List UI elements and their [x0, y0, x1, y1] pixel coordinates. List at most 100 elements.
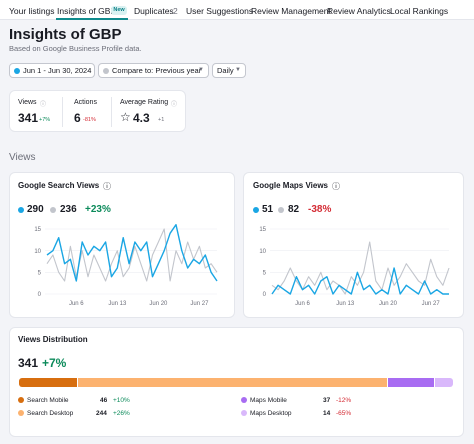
y-tick-label: 0 [38, 292, 42, 298]
x-tick-label: Jun 27 [422, 301, 441, 307]
distribution-stacked-bar [19, 378, 453, 387]
x-tick-label: Jun 27 [190, 301, 209, 307]
y-tick-label: 5 [263, 271, 267, 277]
x-tick-label: Jun 13 [108, 301, 127, 307]
y-tick-label: 15 [259, 227, 266, 233]
tab-duplicates[interactable]: Duplicates [134, 6, 174, 16]
search-mobile-segment [19, 378, 78, 387]
y-tick-label: 0 [263, 292, 267, 298]
maps-desktop-swatch-icon [241, 410, 247, 417]
summary-card: Views ⓘ 341 +7% Actions 6 -81% Average R… [9, 90, 186, 132]
maps-current-value: 51 [262, 204, 274, 215]
x-tick-label: Jun 13 [336, 301, 355, 307]
tab-bar: Your listings Insights of GBP New Duplic… [0, 0, 474, 20]
maps-mobile-segment [388, 378, 436, 387]
duplicates-count: 2 [173, 6, 178, 16]
previous-series-line [46, 228, 218, 282]
info-icon[interactable]: ⓘ [332, 182, 340, 191]
tab-user-suggestions[interactable]: User Suggestions [186, 6, 254, 16]
maps-mobile-value: 37 [323, 397, 331, 404]
new-badge: New [111, 6, 127, 15]
chevron-down-icon: ▼ [198, 67, 204, 73]
views-value: 341 [18, 111, 39, 125]
active-tab-indicator [56, 18, 128, 20]
date-range-picker[interactable]: Jun 1 - Jun 30, 2024 [9, 63, 95, 78]
rating-label: Average Rating [120, 99, 169, 106]
legend-maps-mobile: Maps Mobile [241, 397, 287, 404]
search-mobile-value: 46 [100, 397, 108, 404]
search-card-title: Google Search Views [18, 181, 100, 190]
actions-value: 6 [74, 111, 81, 125]
distribution-title: Views Distribution [18, 335, 88, 344]
info-icon[interactable]: ⓘ [40, 102, 47, 108]
search-current-value: 290 [27, 204, 44, 215]
rating-value: 4.3 [133, 111, 150, 125]
tab-review-analytics[interactable]: Review Analytics [327, 6, 391, 16]
maps-previous-value: 82 [288, 204, 300, 215]
search-previous-value: 236 [60, 204, 77, 215]
search-desktop-swatch-icon [18, 410, 24, 417]
previous-dot-icon [50, 207, 56, 213]
maps-card-title: Google Maps Views [253, 181, 328, 190]
page-subtitle: Based on Google Business Profile data. [9, 44, 142, 53]
compare-label: Compare to: Previous year [112, 66, 202, 75]
tab-your-listings[interactable]: Your listings [9, 6, 55, 16]
x-tick-label: Jun 6 [295, 301, 310, 307]
maps-mobile-swatch-icon [241, 397, 247, 404]
tab-review-management[interactable]: Review Management [251, 6, 331, 16]
maps-desktop-delta: -65% [336, 410, 352, 417]
search-mobile-delta: +10% [113, 397, 130, 404]
info-icon[interactable]: ⓘ [103, 182, 111, 191]
previous-dot-icon [278, 207, 284, 213]
current-period-dot-icon [14, 68, 20, 75]
search-delta: +23% [85, 204, 111, 215]
current-series-line [46, 223, 218, 282]
y-tick-label: 15 [34, 227, 41, 233]
search-desktop-segment [77, 378, 389, 387]
current-dot-icon [18, 207, 24, 213]
legend-search-mobile: Search Mobile [18, 397, 69, 404]
tab-insights-of-gbp[interactable]: Insights of GBP [57, 6, 117, 16]
maps-desktop-segment [435, 378, 453, 387]
maps-delta: -38% [308, 204, 332, 215]
chevron-down-icon: ▼ [235, 67, 241, 73]
tab-local-rankings[interactable]: Local Rankings [390, 6, 449, 16]
granularity-dropdown[interactable]: Daily ▼ [212, 63, 246, 78]
maps-views-line-chart: 0 5 10 15 Jun 6 Jun 13 Jun 20 Jun 27 [259, 227, 450, 307]
search-desktop-value: 244 [96, 410, 107, 417]
x-tick-label: Jun 6 [69, 301, 84, 307]
divider [111, 97, 112, 127]
legend-search-desktop: Search Desktop [18, 410, 73, 417]
legend-maps-desktop: Maps Desktop [241, 410, 292, 417]
previous-period-dot-icon [103, 68, 109, 75]
info-icon[interactable]: ⓘ [171, 102, 178, 108]
x-tick-label: Jun 20 [149, 301, 168, 307]
y-tick-label: 5 [38, 271, 42, 277]
maps-desktop-value: 14 [323, 410, 331, 417]
divider [62, 97, 63, 127]
y-tick-label: 10 [259, 249, 266, 255]
date-range-label: Jun 1 - Jun 30, 2024 [23, 66, 92, 75]
compare-dropdown[interactable]: Compare to: Previous year ▼ [98, 63, 209, 78]
star-icon: ☆ [120, 110, 131, 124]
distribution-total: 341 [18, 356, 39, 370]
google-maps-views-card: Google Maps Views ⓘ 51 82 -38% 0 5 10 15 Jun… [243, 172, 464, 318]
google-search-views-card: Google Search Views ⓘ 290 236 +23% 0 5 10 1… [9, 172, 235, 318]
distribution-delta: +7% [42, 356, 67, 370]
actions-label: Actions [74, 99, 97, 106]
views-section-label: Views [9, 152, 36, 163]
views-distribution-card: Views Distribution 341 +7% Search Mobile… [9, 327, 464, 437]
views-label: Views [18, 99, 37, 106]
current-dot-icon [253, 207, 259, 213]
search-mobile-swatch-icon [18, 397, 24, 404]
x-tick-label: Jun 20 [379, 301, 398, 307]
views-delta: +7% [39, 117, 51, 123]
actions-delta: -81% [83, 117, 96, 123]
rating-delta: +1 [158, 117, 165, 123]
search-views-line-chart: 0 5 10 15 Jun 6 Jun 13 Jun 20 Jun 27 [34, 223, 218, 307]
maps-mobile-delta: -12% [336, 397, 352, 404]
page-title: Insights of GBP [9, 26, 122, 43]
y-tick-label: 10 [34, 249, 41, 255]
granularity-label: Daily [217, 66, 234, 75]
current-series-line [271, 267, 449, 295]
